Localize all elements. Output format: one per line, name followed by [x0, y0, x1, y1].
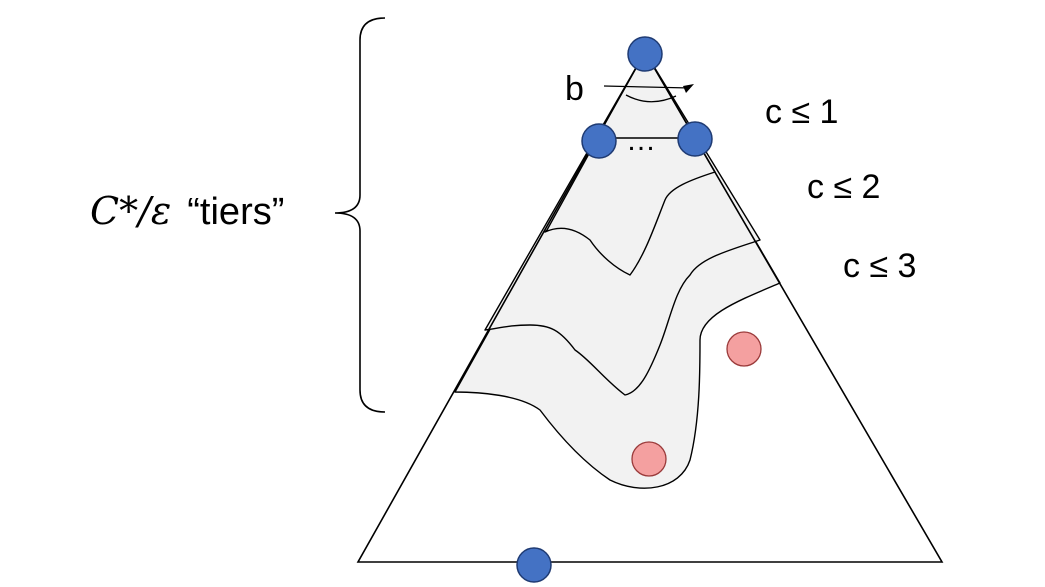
blue-node-left [581, 123, 617, 159]
angle-label: b [565, 70, 584, 108]
angle-arc [625, 94, 677, 103]
ellipsis: … [626, 124, 656, 157]
red-node-lower [631, 441, 667, 477]
blue-node-top [627, 36, 663, 72]
blue-node-bottom [516, 547, 552, 583]
tier-label-2: c ≤ 2 [807, 168, 880, 206]
angle-pointer [603, 85, 691, 89]
brace-label-math: C*/ε [90, 189, 171, 233]
red-node-upper [726, 331, 762, 367]
blue-node-right [677, 121, 713, 157]
brace-label: C*/ε “tiers” [90, 189, 284, 233]
brace [334, 17, 386, 413]
brace-label-text: “tiers” [187, 191, 284, 233]
tier-label-3: c ≤ 3 [843, 247, 916, 285]
triangle-outline [356, 50, 944, 563]
angle-arrowhead [683, 84, 694, 93]
tier-label-1: c ≤ 1 [765, 93, 838, 131]
